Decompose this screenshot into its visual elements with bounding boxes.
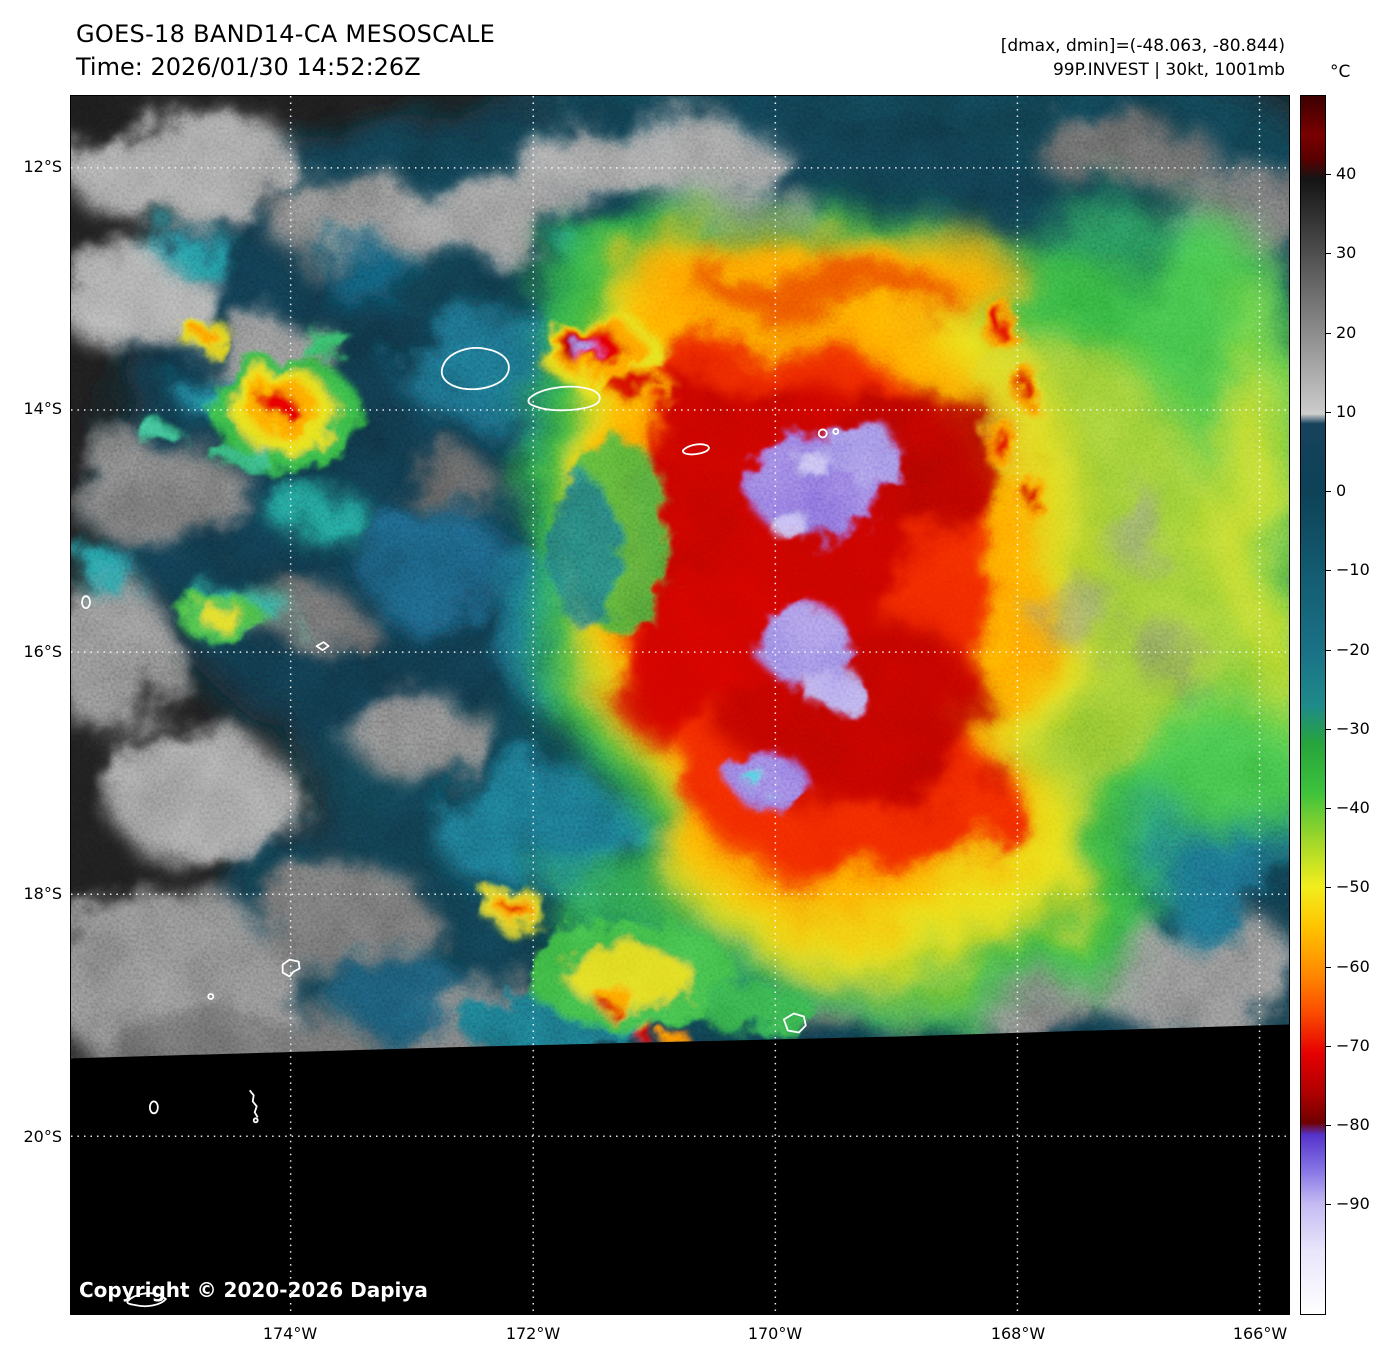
colorbar-tick-label: 30 [1336,243,1357,262]
colorbar-tick-label: 10 [1336,402,1357,421]
colorbar-tick-label: −20 [1336,640,1370,659]
colorbar-tick-label: −10 [1336,560,1370,579]
lon-tick-label: 174°W [262,1324,318,1343]
colorbar-tick-label: −30 [1336,719,1370,738]
lon-tick-label: 168°W [990,1324,1046,1343]
coastlines [81,347,840,1308]
colorbar-tick-label: −70 [1336,1036,1370,1055]
figure-title: GOES-18 BAND14-CA MESOSCALE [76,20,496,48]
colorbar-tick-label: 20 [1336,323,1357,342]
satellite-image [71,96,1289,1314]
lat-tick-label: 18°S [23,884,62,903]
dmax-dmin-text: [dmax, dmin]=(-48.063, -80.844) [1000,36,1285,56]
colorbar-tick-label: 40 [1336,164,1357,183]
colorbar-tick-label: −90 [1336,1194,1370,1213]
figure-time: Time: 2026/01/30 14:52:26Z [76,53,421,81]
lat-tick-label: 12°S [23,157,62,176]
colorbar-tick-label: −40 [1336,798,1370,817]
colorbar-ticks: 40 30 20 10 0 −10 −20 −30 −40 −50 −60 −7… [1300,95,1388,1315]
lon-tick-label: 166°W [1232,1324,1288,1343]
copyright-text: Copyright © 2020-2026 Dapiya [79,1278,428,1302]
stats-annotation: [dmax, dmin]=(-48.063, -80.844) 99P.INVE… [1001,34,1285,82]
lon-tick-label: 170°W [747,1324,803,1343]
lat-tick-label: 16°S [23,642,62,661]
colorbar-tick-label: 0 [1336,481,1347,500]
scan-edge-nodata [71,1024,1289,1314]
colorbar-tick-label: −50 [1336,877,1370,896]
colorbar [1300,95,1326,1315]
storm-info-text: 99P.INVEST | 30kt, 1001mb [1052,60,1285,80]
lon-tick-label: 172°W [505,1324,561,1343]
lat-tick-label: 20°S [23,1127,62,1146]
colorbar-tick-label: −80 [1336,1115,1370,1134]
satellite-map: Copyright © 2020-2026 Dapiya [70,95,1290,1315]
lat-tick-label: 14°S [23,399,62,418]
colorbar-tick-label: −60 [1336,957,1370,976]
colorbar-unit-label: °C [1330,62,1351,82]
